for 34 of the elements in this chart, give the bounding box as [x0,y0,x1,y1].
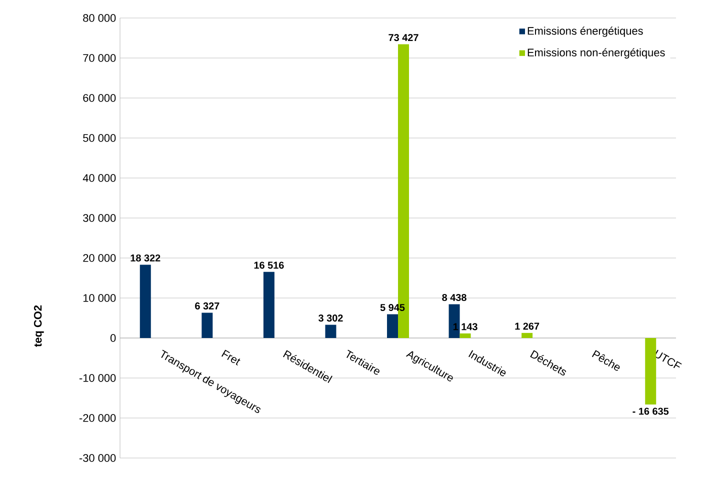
bar [325,324,336,338]
x-tick-label: Fret [221,350,240,366]
y-tick-label: -30 000 [79,454,116,462]
bar [522,332,533,338]
data-label: 6 327 [195,302,220,310]
data-label: - 16 635 [632,408,669,415]
y-tick-label: 60 000 [83,94,116,102]
y-tick-label: 40 000 [82,174,116,182]
y-tick-label: -20 000 [79,414,116,422]
data-label: 3 302 [318,314,343,322]
bar [448,304,460,338]
y-tick-label: 30 000 [83,214,116,222]
bar [263,272,274,338]
bar [202,312,213,338]
bar [140,264,151,338]
y-axis-title: teq CO2 [34,305,44,347]
y-tick-label: 0 [110,334,116,342]
data-label: 1 143 [453,323,478,330]
y-tick-label: 20 000 [83,254,116,262]
y-tick-label: 10 000 [83,294,116,302]
y-tick-label: -10 000 [79,374,116,382]
bar [645,338,656,405]
bar [387,314,398,338]
data-label: 16 516 [254,262,284,269]
y-tick-label: 50 000 [83,134,116,142]
data-label: 18 322 [130,254,160,262]
y-tick-label: 80 000 [83,14,116,22]
legend-label: Emissions énergétiques [528,26,643,37]
y-tick-label: 70 000 [83,54,116,62]
legend-label: Emissions non-énergétiques [528,48,665,59]
data-label: 8 438 [442,294,466,302]
data-label: 73 427 [388,34,418,42]
bar [460,333,471,338]
data-label: 1 267 [515,322,540,330]
